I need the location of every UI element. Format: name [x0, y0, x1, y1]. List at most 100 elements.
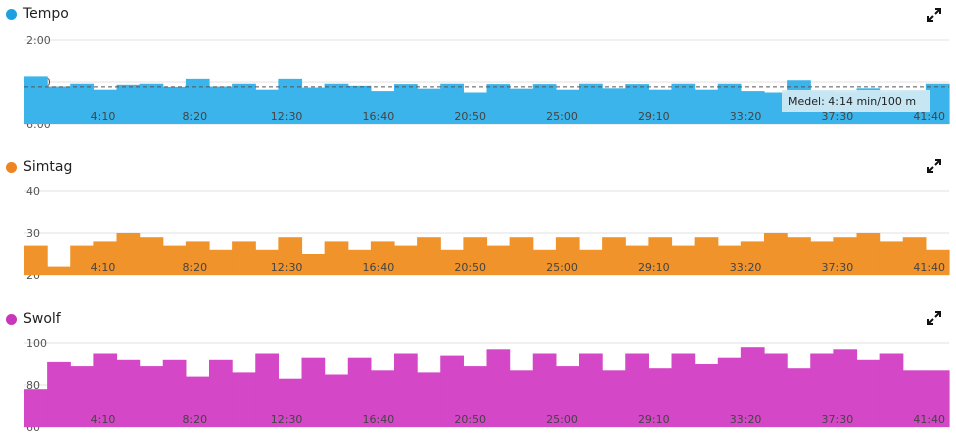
bar[interactable]: [602, 237, 626, 275]
bar[interactable]: [162, 359, 187, 427]
bar[interactable]: [717, 245, 742, 275]
bar[interactable]: [879, 353, 904, 428]
bar[interactable]: [833, 349, 858, 427]
bar[interactable]: [440, 249, 464, 275]
bar[interactable]: [532, 84, 557, 124]
bar[interactable]: [370, 370, 395, 427]
bar[interactable]: [116, 84, 141, 124]
bar[interactable]: [902, 237, 927, 275]
bar[interactable]: [579, 353, 603, 428]
bar[interactable]: [324, 374, 349, 428]
bar[interactable]: [324, 83, 349, 124]
bar[interactable]: [209, 359, 233, 427]
bar[interactable]: [925, 249, 950, 275]
bar[interactable]: [555, 366, 580, 427]
bar[interactable]: [625, 245, 649, 275]
bar[interactable]: [93, 353, 118, 428]
bar[interactable]: [648, 237, 673, 275]
bar[interactable]: [717, 357, 742, 427]
bar[interactable]: [740, 91, 765, 124]
bar[interactable]: [70, 83, 94, 124]
bar[interactable]: [579, 249, 603, 275]
bar[interactable]: [324, 241, 349, 275]
bar[interactable]: [232, 83, 256, 124]
bar[interactable]: [417, 88, 441, 124]
bar[interactable]: [162, 86, 187, 124]
bar[interactable]: [902, 370, 927, 427]
bar[interactable]: [463, 366, 488, 427]
bar[interactable]: [278, 78, 303, 124]
bar[interactable]: [301, 357, 326, 427]
bar[interactable]: [70, 366, 94, 427]
bar[interactable]: [139, 83, 164, 124]
bar[interactable]: [417, 372, 441, 427]
bar[interactable]: [810, 353, 834, 428]
bar[interactable]: [278, 237, 303, 275]
bar[interactable]: [93, 241, 118, 275]
bar[interactable]: [509, 370, 534, 427]
bar[interactable]: [70, 245, 94, 275]
bar[interactable]: [833, 237, 858, 275]
bar[interactable]: [671, 245, 696, 275]
bar[interactable]: [370, 91, 395, 124]
bar[interactable]: [185, 241, 210, 275]
bar[interactable]: [717, 83, 742, 124]
bar[interactable]: [47, 266, 71, 275]
bar[interactable]: [139, 366, 164, 427]
bar[interactable]: [370, 241, 395, 275]
bar[interactable]: [347, 85, 372, 124]
bar[interactable]: [24, 76, 48, 124]
bar[interactable]: [671, 353, 696, 428]
bar[interactable]: [764, 353, 788, 428]
bar[interactable]: [232, 372, 256, 427]
bar[interactable]: [625, 353, 649, 428]
bar[interactable]: [532, 353, 557, 428]
bar[interactable]: [856, 233, 881, 275]
bar[interactable]: [787, 368, 811, 427]
bar[interactable]: [486, 84, 511, 124]
bar[interactable]: [555, 89, 580, 124]
bar[interactable]: [347, 249, 372, 275]
bar[interactable]: [47, 361, 71, 427]
bar[interactable]: [463, 237, 488, 275]
bar[interactable]: [185, 376, 210, 427]
bar[interactable]: [625, 84, 649, 124]
bar[interactable]: [116, 233, 141, 275]
expand-icon[interactable]: [926, 7, 942, 23]
bar[interactable]: [694, 237, 719, 275]
bar[interactable]: [740, 241, 765, 275]
bar[interactable]: [555, 237, 580, 275]
bar[interactable]: [579, 83, 603, 124]
bar[interactable]: [47, 86, 71, 124]
bar[interactable]: [139, 237, 164, 275]
bar[interactable]: [278, 378, 303, 427]
bar[interactable]: [255, 249, 279, 275]
bar[interactable]: [694, 89, 719, 124]
bar[interactable]: [925, 83, 950, 124]
bar[interactable]: [925, 370, 950, 427]
bar[interactable]: [24, 245, 48, 275]
bar[interactable]: [209, 249, 233, 275]
bar[interactable]: [486, 349, 511, 427]
bar[interactable]: [255, 353, 279, 428]
expand-icon[interactable]: [926, 158, 942, 174]
bar[interactable]: [764, 233, 788, 275]
bar[interactable]: [394, 245, 418, 275]
bar[interactable]: [602, 370, 626, 427]
bar[interactable]: [232, 241, 256, 275]
bar[interactable]: [764, 92, 788, 125]
bar[interactable]: [694, 364, 719, 427]
bar[interactable]: [602, 88, 626, 124]
bar[interactable]: [648, 89, 673, 124]
bar[interactable]: [440, 355, 464, 427]
bar[interactable]: [509, 237, 534, 275]
bar[interactable]: [856, 359, 881, 427]
bar[interactable]: [394, 353, 418, 428]
bar[interactable]: [463, 92, 488, 125]
bar[interactable]: [209, 86, 233, 124]
bar[interactable]: [93, 89, 118, 124]
bar[interactable]: [648, 368, 673, 427]
bar[interactable]: [185, 78, 210, 124]
bar[interactable]: [810, 241, 834, 275]
bar[interactable]: [116, 359, 141, 427]
